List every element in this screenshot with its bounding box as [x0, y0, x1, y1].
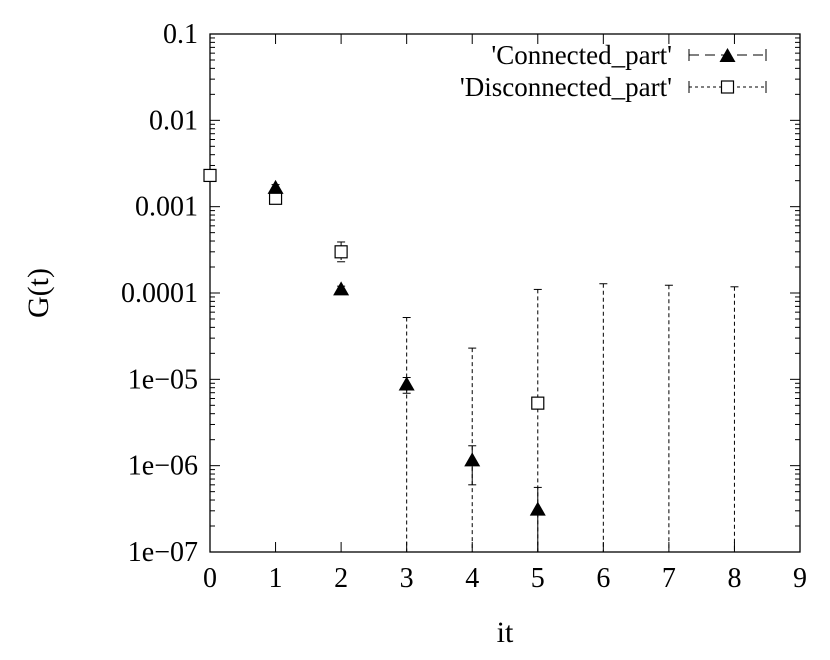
marker-connected	[398, 376, 415, 391]
marker-disconnected	[203, 168, 217, 183]
x-tick-label: 4	[465, 563, 479, 594]
x-tick-label: 7	[662, 563, 676, 594]
marker-connected	[267, 179, 284, 194]
y-tick-label: 1e−06	[128, 451, 198, 482]
x-axis-label: it	[497, 616, 514, 649]
x-tick-label: 8	[727, 563, 741, 594]
marker-disconnected	[268, 191, 283, 205]
error-bars	[206, 171, 739, 552]
legend-label-disconnected: 'Disconnected_part'	[460, 72, 672, 102]
y-tick-label: 1e−07	[128, 537, 198, 568]
legend-marker-disconnected	[720, 80, 735, 94]
marker-connected	[529, 501, 546, 516]
y-tick-label: 1e−05	[128, 364, 198, 395]
legend-samples	[688, 48, 767, 94]
x-tick-label: 9	[793, 563, 807, 594]
y-tick-label: 0.0001	[121, 278, 198, 309]
y-tick-label: 0.1	[163, 19, 198, 50]
y-axis-label: G(t)	[22, 268, 55, 318]
legend: 'Connected_part' 'Disconnected_part'	[460, 40, 767, 102]
x-tick-label: 2	[334, 563, 348, 594]
legend-label-connected: 'Connected_part'	[491, 40, 672, 70]
marker-disconnected	[334, 245, 348, 259]
x-tick-label: 6	[596, 563, 610, 594]
x-tick-label: 3	[400, 563, 414, 594]
plot-frame	[209, 33, 801, 553]
marker-connected	[464, 452, 481, 467]
legend-marker-connected	[719, 48, 736, 62]
y-tick-labels: 1e−07 1e−06 1e−05 0.0001 0.001 0.01 0.1	[121, 19, 198, 568]
markers	[203, 168, 546, 516]
y-tick-label: 0.001	[135, 192, 198, 223]
marker-disconnected	[531, 396, 545, 410]
x-tick-label: 1	[269, 563, 283, 594]
ticks	[209, 33, 801, 553]
x-tick-label: 0	[203, 563, 217, 594]
marker-connected	[333, 281, 350, 296]
x-tick-labels: 0 1 2 3 4 5 6 7 8 9	[203, 563, 807, 594]
x-tick-label: 5	[531, 563, 545, 594]
y-tick-label: 0.01	[149, 105, 198, 136]
